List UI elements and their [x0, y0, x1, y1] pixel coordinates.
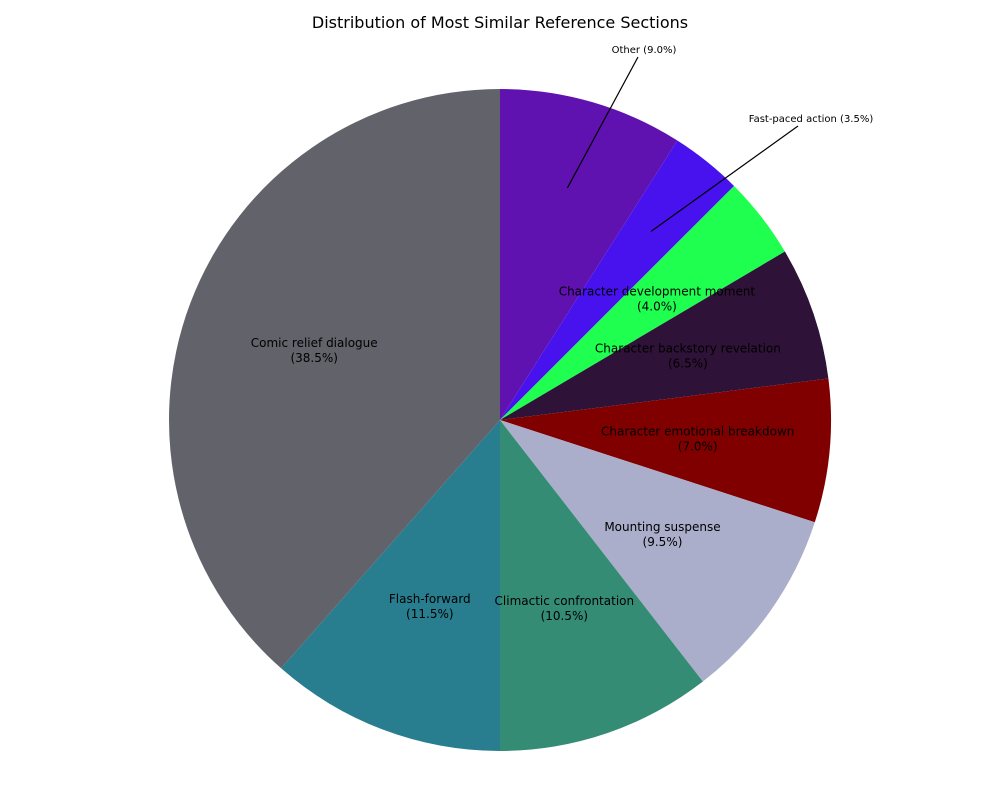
leader-line-fast-paced-action: [650, 125, 799, 232]
pie-slice-fast-paced-action: [500, 140, 735, 420]
slice-label-fast-paced-action: Fast-paced action (3.5%): [749, 114, 874, 125]
slice-label-percent: (4.0%): [637, 299, 677, 313]
slice-label-name: Character development moment: [559, 284, 756, 298]
pie-slice-other: [500, 89, 678, 420]
pie-slice-character-emotional-breakdown: [500, 378, 831, 523]
chart-title: Distribution of Most Similar Reference S…: [312, 13, 688, 32]
slice-label-name: Comic relief dialogue: [251, 336, 378, 350]
slice-label-percent: (6.5%): [668, 357, 708, 371]
pie-slice-character-backstory-revelation: [500, 251, 829, 420]
slice-label-name: Mounting suspense: [604, 520, 720, 534]
pie-slice-flash-forward: [281, 420, 500, 751]
pie-slice-comic-relief-dialogue: [169, 89, 501, 669]
slice-label-mounting-suspense: Mounting suspense (9.5%): [604, 520, 720, 549]
slice-label-percent: (9.5%): [643, 535, 683, 549]
slice-label-character-development-moment: Character development moment (4.0%): [559, 284, 756, 313]
pie-slice-character-development-moment: [500, 185, 785, 420]
leader-line-other: [566, 56, 639, 189]
slice-label-percent: (7.0%): [678, 440, 718, 454]
pie-slice-mounting-suspense: [500, 420, 815, 682]
slice-label-percent: (10.5%): [541, 609, 588, 623]
slice-label-name: Character emotional breakdown: [601, 425, 794, 439]
labels-layer: Other (9.0%) Fast-paced action (3.5%) Char…: [251, 45, 874, 623]
slices-layer: [169, 89, 831, 751]
slice-label-flash-forward: Flash-forward (11.5%): [389, 592, 471, 621]
slice-label-comic-relief-dialogue: Comic relief dialogue (38.5%): [251, 336, 378, 365]
slice-label-name: Character backstory revelation: [595, 342, 781, 356]
slice-label-other: Other (9.0%): [612, 45, 677, 56]
slice-label-character-backstory-revelation: Character backstory revelation (6.5%): [595, 342, 781, 371]
slice-label-character-emotional-breakdown: Character emotional breakdown (7.0%): [601, 425, 794, 454]
slice-label-name: Flash-forward: [389, 592, 471, 606]
slice-label-percent: (38.5%): [290, 351, 337, 365]
pie-slice-climactic-confrontation: [500, 420, 703, 751]
slice-label-name: Climactic confrontation: [495, 594, 635, 608]
slice-label-climactic-confrontation: Climactic confrontation (10.5%): [495, 594, 635, 623]
slice-label-percent: (11.5%): [406, 607, 453, 621]
